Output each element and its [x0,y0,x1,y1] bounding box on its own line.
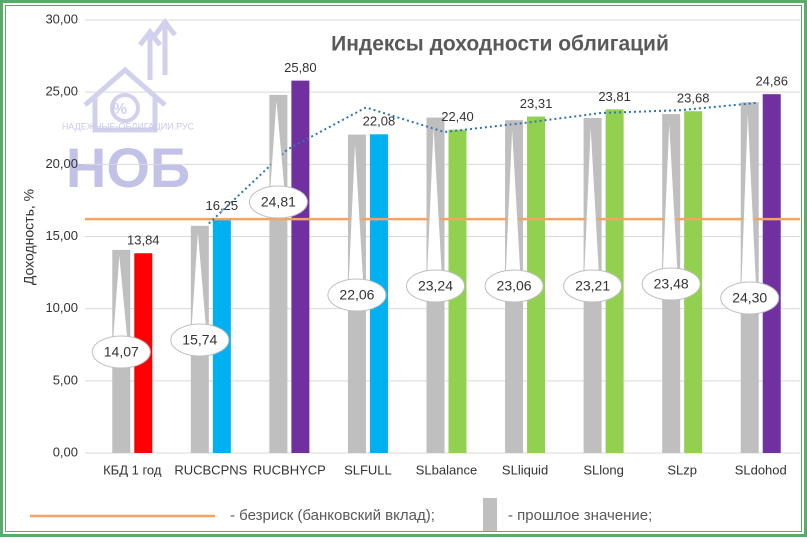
y-axis-label: Доходность, % [21,189,37,285]
y-tick-label: 30,00 [45,11,78,26]
x-tick-label: RUCBHYCP [253,462,326,477]
callout [641,267,701,301]
callout [248,185,308,219]
previous-value-label: 23,21 [575,278,610,294]
y-tick-label: 20,00 [45,156,78,171]
chart-title: Индексы доходности облигаций [331,33,669,56]
value-label: 16,25 [206,198,239,213]
callout [720,281,780,315]
legend-previous-swatch [483,498,497,531]
y-tick-label: 25,00 [45,84,78,99]
y-tick-label: 10,00 [45,300,78,315]
value-label: 22,08 [363,114,396,129]
value-label: 24,86 [755,74,788,89]
watermark-site: НАДЕЖНЫЕ-ОБЛИГАЦИИ.РУС [62,121,195,131]
legend-label: - прошлое значение; [508,507,652,524]
logo-circle [110,93,140,123]
logo-percent: % [113,101,127,118]
x-tick-label: RUCBCPNS [174,462,247,477]
x-tick-label: SLliquid [502,462,548,477]
logo-arrows [138,17,177,80]
callout [327,278,387,312]
previous-value-label: 24,81 [261,194,296,210]
logo-house [83,66,167,133]
callout [563,269,623,303]
previous-value-label: 23,06 [497,278,532,294]
previous-value-label: 15,74 [182,332,217,348]
watermark-logo: НОБ [66,136,190,199]
x-tick-label: SLlong [583,462,623,477]
bar-current [762,94,781,454]
value-label: 23,31 [520,96,553,111]
y-tick-label: 15,00 [45,228,78,243]
previous-value-label: 14,07 [104,344,139,360]
x-tick-label: SLFULL [344,462,392,477]
x-tick-label: SLzp [667,462,697,477]
y-tick-label: 0,00 [53,444,78,459]
legend-label: - безриск (банковский вклад); [230,507,435,524]
value-label: 23,81 [598,89,631,104]
x-tick-label: КБД 1 год [103,462,162,477]
x-tick-label: SLdohod [735,462,787,477]
callout [406,269,465,303]
x-tick-label: SLbalance [416,462,477,477]
callout [91,335,151,369]
value-label: 23,68 [677,91,710,106]
previous-value-label: 23,24 [418,278,453,294]
value-label: 22,40 [441,109,474,124]
y-tick-label: 5,00 [53,372,78,387]
callout [484,269,544,303]
previous-value-label: 23,48 [654,276,689,292]
previous-value-label: 24,30 [732,290,767,306]
value-label: 25,80 [284,60,317,75]
watermark: % НАДЕЖНЫЕ-ОБЛИГАЦИИ.РУС НОБ [62,17,195,199]
callout [170,323,230,357]
bar-current [291,80,310,454]
value-label: 13,84 [127,233,160,248]
previous-value-label: 22,06 [339,287,374,303]
frame-inner [5,5,802,532]
